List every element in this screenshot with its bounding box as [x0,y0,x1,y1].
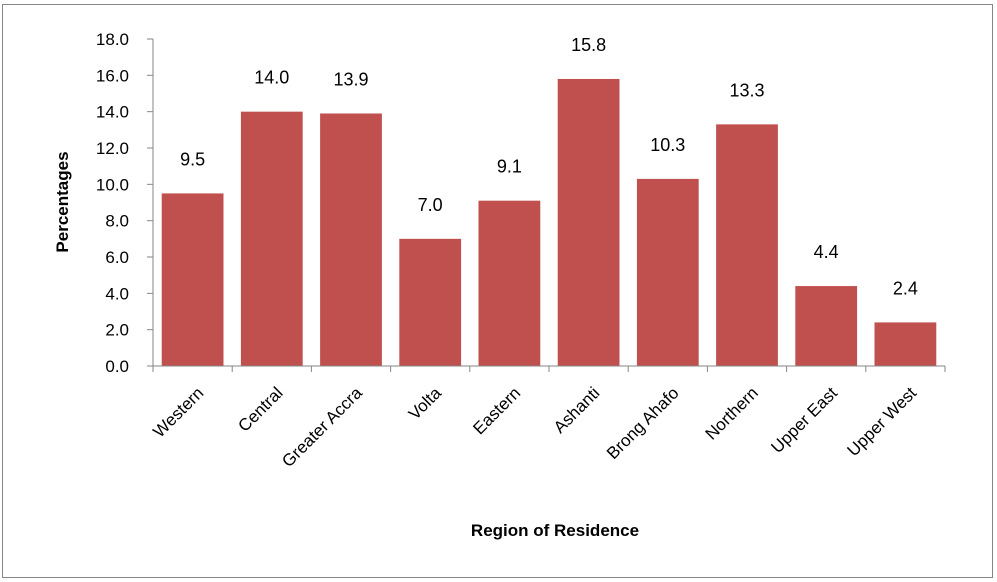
data-labels: 9.5 14.0 13.9 7.0 9.1 15.8 10.3 13.3 4.4 2.4 [180,35,918,298]
data-label: 9.1 [497,157,522,177]
y-tick-label: 2.0 [105,321,129,340]
data-label: 13.9 [333,69,368,89]
data-label: 14.0 [254,68,289,88]
bar [161,193,224,366]
y-tick-label: 0.0 [105,357,129,376]
bar [716,124,778,366]
category-label: Northern [702,383,762,443]
y-tick-label: 4.0 [105,284,129,303]
data-label: 4.4 [814,242,839,262]
y-axis-ticks: 0.0 2.0 4.0 6.0 8.0 10.0 12.0 14.0 16.0 18.0 [96,30,946,376]
data-label: 13.3 [729,80,764,100]
y-axis-title: Percentages [53,151,72,252]
bar [478,200,541,366]
bars [161,78,937,367]
y-tick-label: 18.0 [96,30,129,49]
y-tick-label: 12.0 [96,139,129,158]
category-label: Volta [405,383,446,424]
bar [874,322,937,366]
category-label: Central [234,383,286,435]
category-label: Greater Accra [278,383,366,471]
data-label: 10.3 [650,135,685,155]
y-tick-label: 14.0 [96,103,129,122]
bar [557,78,620,366]
category-label: Eastern [469,383,524,438]
category-label: Upper West [844,383,921,460]
y-tick-label: 8.0 [105,212,129,231]
category-label: Ashanti [550,383,604,437]
y-tick-label: 10.0 [96,175,129,194]
x-axis-title: Region of Residence [471,521,639,540]
y-tick-label: 6.0 [105,248,129,267]
category-label: Western [149,383,207,441]
bar [320,113,382,366]
bar [240,111,303,367]
data-label: 15.8 [571,35,606,55]
category-label: Upper East [767,383,841,457]
bar [795,286,858,366]
bar [636,178,699,366]
data-label: 7.0 [418,195,443,215]
category-label: Brong Ahafo [603,383,683,463]
bar [399,238,462,366]
y-tick-label: 16.0 [96,66,129,85]
data-label: 9.5 [180,149,205,169]
data-label: 2.4 [893,278,918,298]
